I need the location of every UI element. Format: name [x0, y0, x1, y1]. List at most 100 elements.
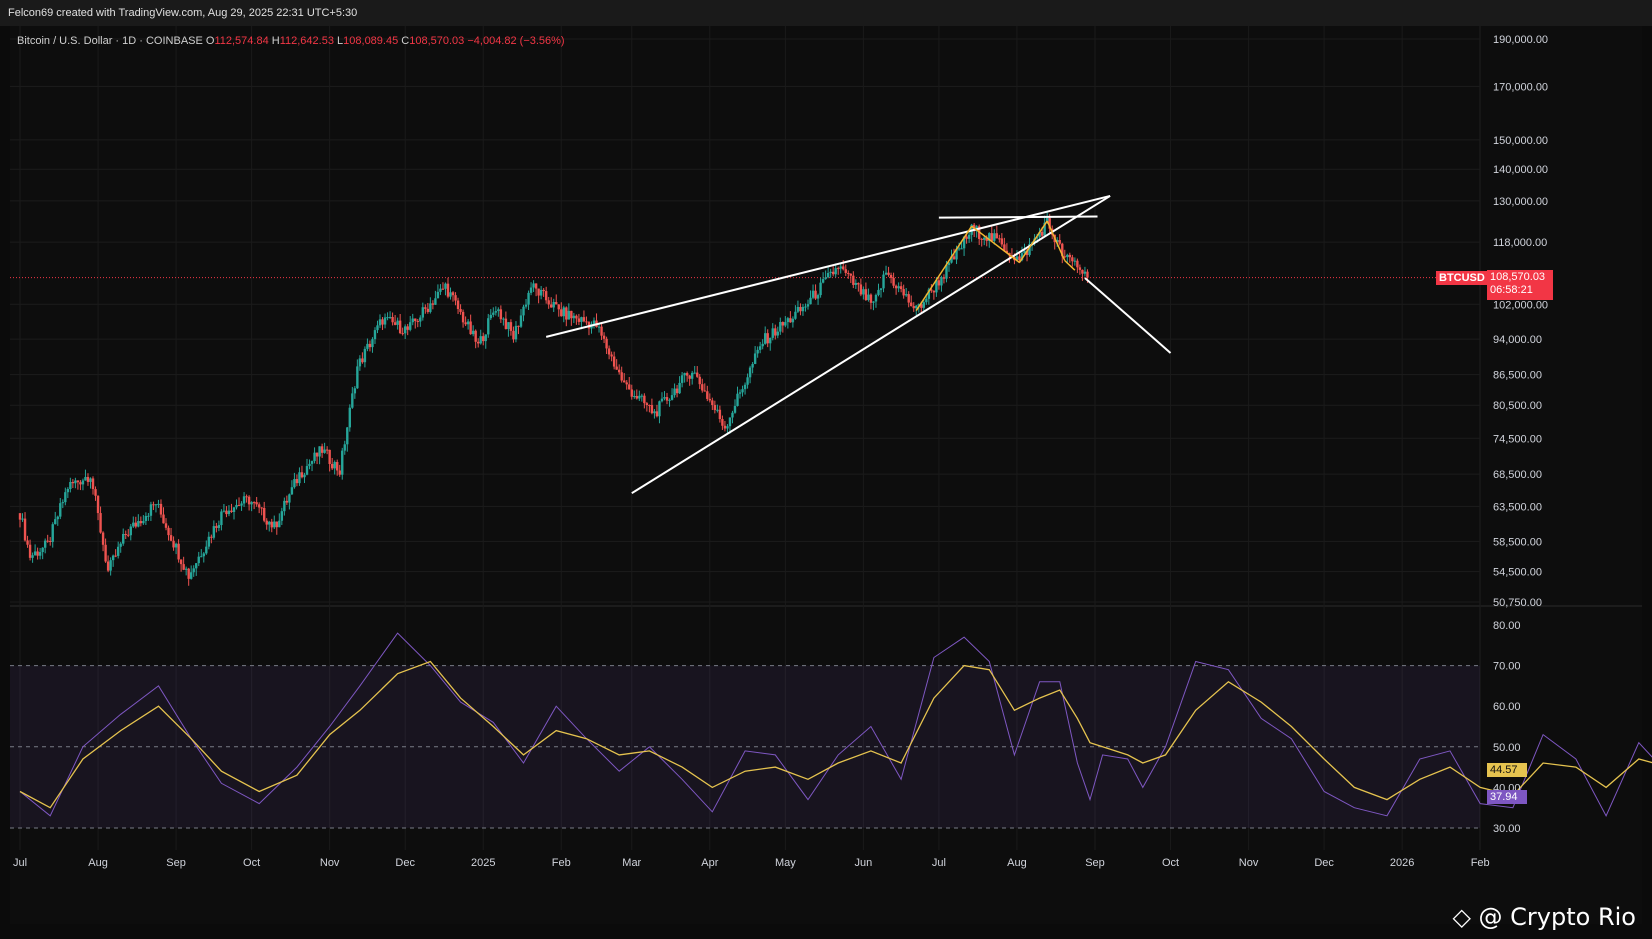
- candle-body: [386, 317, 389, 319]
- time-tick-label: 2026: [1390, 857, 1414, 869]
- candle-body: [459, 309, 462, 312]
- candle-body: [534, 283, 538, 289]
- price-tick-label: 150,000.00: [1493, 135, 1548, 147]
- candle-body: [814, 290, 817, 299]
- time-tick-label: Mar: [622, 857, 641, 869]
- attribution-bar: Felcon69 created with TradingView.com, A…: [0, 0, 1652, 26]
- symbol-price-tag: BTCUSD: [1436, 271, 1488, 285]
- candle-body: [550, 304, 553, 308]
- candle-body: [436, 291, 440, 299]
- candle-body: [479, 336, 482, 344]
- candle-body: [1048, 218, 1051, 229]
- candle-body: [215, 526, 218, 528]
- time-tick-label: Feb: [1471, 857, 1490, 869]
- candle-body: [416, 321, 419, 323]
- candle-body: [560, 309, 563, 317]
- candle-body: [771, 328, 774, 338]
- candle-body: [298, 472, 301, 484]
- candle-body: [829, 271, 832, 273]
- candle-body: [806, 304, 810, 307]
- chart-frame[interactable]: [10, 26, 1642, 924]
- candle-body: [167, 527, 170, 536]
- candle-body: [56, 516, 59, 520]
- candle-body: [615, 366, 618, 370]
- candle-body: [1018, 256, 1021, 261]
- time-tick-label: May: [775, 857, 796, 869]
- candle-body: [585, 321, 588, 323]
- candle-body: [139, 521, 143, 524]
- candle-body: [398, 320, 402, 334]
- candle-body: [945, 264, 948, 279]
- candle-body: [471, 330, 475, 335]
- candle-body: [711, 400, 714, 406]
- candle-body: [547, 300, 550, 305]
- candle-body: [696, 372, 699, 377]
- candle-body: [43, 540, 47, 548]
- candle-body: [1020, 253, 1024, 261]
- candle-body: [920, 304, 923, 308]
- candle-body: [376, 325, 379, 331]
- candle-body: [967, 234, 971, 239]
- candle-body: [1056, 240, 1059, 243]
- candle-body: [220, 511, 223, 526]
- candle-body: [250, 502, 253, 505]
- candle-body: [1000, 238, 1004, 245]
- symbol-title[interactable]: Bitcoin / U.S. Dollar · 1D · COINBASE: [17, 35, 203, 47]
- candle-body: [1045, 218, 1049, 223]
- candle-body: [288, 494, 291, 503]
- candle-body: [746, 377, 749, 385]
- candle-body: [731, 412, 734, 418]
- candle-body: [887, 272, 890, 275]
- candle-body: [690, 372, 694, 379]
- candle-body: [177, 543, 180, 560]
- candle-body: [41, 547, 44, 553]
- candle-body: [348, 407, 352, 428]
- candle-body: [562, 307, 565, 317]
- candle-body: [952, 256, 956, 260]
- candle-body: [693, 372, 696, 374]
- candle-body: [308, 463, 311, 467]
- candle-body: [648, 405, 651, 407]
- candle-body: [187, 568, 190, 579]
- candle-body: [403, 326, 407, 334]
- candle-body: [119, 543, 122, 547]
- candle-body: [628, 384, 631, 390]
- trendline: [938, 215, 1098, 219]
- candle-body: [366, 343, 369, 349]
- rsi-tick-label: 80.00: [1493, 620, 1521, 632]
- ohlc-legend: Bitcoin / U.S. Dollar · 1D · COINBASE O1…: [17, 35, 565, 47]
- candle-body: [640, 395, 644, 397]
- rsi-tick-label: 60.00: [1493, 701, 1521, 713]
- candle-body: [336, 462, 339, 471]
- candle-body: [315, 452, 319, 457]
- candle-body: [758, 346, 762, 350]
- rsi-tick-label: 50.00: [1493, 742, 1521, 754]
- candle-body: [497, 309, 500, 312]
- price-tick-label: 102,000.00: [1493, 299, 1548, 311]
- candle-body: [449, 292, 452, 297]
- candle-body: [917, 304, 920, 306]
- candle-body: [1038, 231, 1041, 237]
- candle-body: [1086, 271, 1089, 278]
- candle-body: [232, 507, 236, 513]
- candle-body: [811, 290, 815, 298]
- candle-body: [665, 397, 669, 401]
- time-tick-label: Sep: [1085, 857, 1105, 869]
- candle-body: [313, 452, 316, 462]
- price-tick-label: 118,000.00: [1493, 237, 1547, 249]
- grid: [10, 26, 1642, 850]
- price-tick-label: 130,000.00: [1493, 196, 1548, 208]
- candle-body: [104, 544, 107, 562]
- time-tick-label: Jun: [855, 857, 873, 869]
- candle-body: [821, 279, 825, 283]
- candle-body: [1028, 243, 1031, 256]
- candle-body: [152, 504, 155, 506]
- price-tick-label: 80,500.00: [1493, 400, 1542, 412]
- price-tick-label: 86,500.00: [1493, 370, 1542, 382]
- candle-body: [842, 266, 845, 270]
- time-tick-label: Apr: [701, 857, 718, 869]
- rsi-ma-line: [19, 660, 1652, 809]
- candle-body: [736, 393, 739, 406]
- candle-body: [716, 409, 719, 411]
